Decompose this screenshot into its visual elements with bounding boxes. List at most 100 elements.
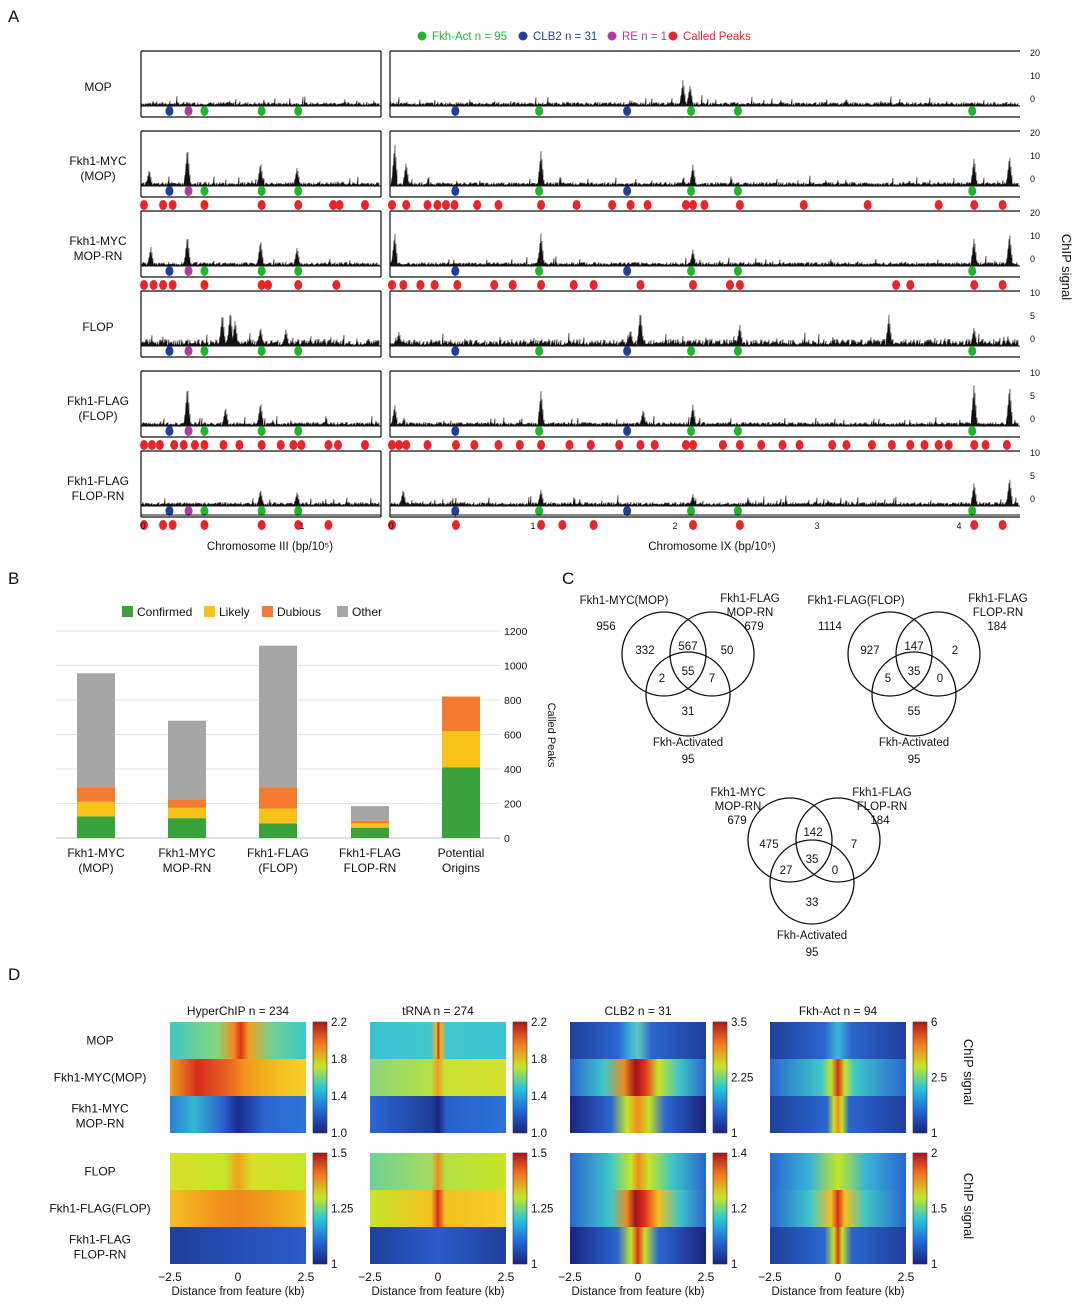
heatmap-x-tick: 0 <box>235 1270 242 1284</box>
called-peak-marker <box>998 200 1007 210</box>
track-label: FLOP <box>82 320 113 334</box>
called-peak-marker <box>423 200 432 210</box>
track-2: Fkh1-MYC(MOP) 20 10 0 <box>69 128 1040 210</box>
heatmap-row-2-2 <box>370 1059 506 1096</box>
bar-chart-y-label: Called Peaks <box>545 703 557 768</box>
chip-signal <box>389 233 1019 268</box>
called-peak-marker <box>689 440 698 450</box>
panel-d-side-label-top: ChIP signal <box>961 1039 976 1105</box>
called-peak-marker <box>735 520 744 530</box>
clb2-marker <box>623 266 632 276</box>
venn-2-c-total: 95 <box>908 754 921 766</box>
called-peak-marker <box>200 280 209 290</box>
fkh-act-marker <box>200 266 209 276</box>
called-peak-marker <box>294 520 303 530</box>
colorbar-tick: 1.5 <box>931 1204 947 1216</box>
venn-1-circle-a <box>621 611 707 697</box>
called-peak-marker <box>257 440 266 450</box>
x-tick-chr9-3: 3 <box>814 521 819 531</box>
fkh-act-marker <box>257 346 266 356</box>
heatmap-x-tick: −2.5 <box>558 1270 582 1284</box>
heatmap-row-1-3 <box>170 1096 306 1133</box>
colorbar-tick: 1.4 <box>331 1091 348 1103</box>
called-peak-marker <box>190 440 199 450</box>
legend-swatch-dubious <box>262 606 273 617</box>
called-peak-marker <box>159 520 168 530</box>
venn-1-c-name: Fkh-Activated <box>653 737 723 749</box>
called-peak-marker <box>423 440 432 450</box>
fkh-act-marker <box>968 266 977 276</box>
fkh-act-marker <box>968 186 977 196</box>
bar-likely-3 <box>259 808 297 824</box>
called-peak-marker <box>867 440 876 450</box>
heatmap-row-4-2 <box>770 1190 906 1227</box>
re-marker <box>184 106 193 116</box>
called-peak-marker <box>289 440 298 450</box>
track-label: Fkh1-MYC <box>69 154 127 168</box>
called-peak-marker <box>735 200 744 210</box>
x-tick-chr3-0: 0 <box>140 521 145 531</box>
called-peak-marker <box>170 440 179 450</box>
y-tick-label: 800 <box>504 695 522 707</box>
venn-2-a-total: 1114 <box>818 621 842 633</box>
called-peak-marker <box>140 200 148 210</box>
venn-2-b-name-2: FLOP-RN <box>973 607 1023 619</box>
fkh-act-marker <box>200 346 209 356</box>
fkh-act-marker <box>535 266 544 276</box>
legend-marker-re <box>607 31 617 41</box>
called-peak-marker <box>147 440 156 450</box>
called-peak-marker <box>586 440 595 450</box>
colorbar-tick: 1 <box>731 1128 737 1140</box>
called-peak-marker <box>735 440 744 450</box>
called-peak-marker <box>1002 440 1011 450</box>
track-4: FLOP 10 5 0 <box>82 288 1040 358</box>
called-peak-marker <box>906 280 915 290</box>
heatmap-row-1-2 <box>170 1059 306 1096</box>
heatmap-row-4-3 <box>770 1096 906 1133</box>
panel-a-x-axes: 0 1 Chromosome III (bp/10⁵) 0 1 2 3 4 Ch… <box>140 521 961 553</box>
panel-d-side-label-bottom: ChIP signal <box>961 1173 976 1239</box>
called-peak-marker <box>140 280 148 290</box>
venn-2-circle-b <box>895 611 981 697</box>
fkh-act-marker <box>535 346 544 356</box>
venn-3-a-only: 475 <box>759 839 778 851</box>
called-peak-marker <box>681 440 690 450</box>
chip-signal <box>140 490 380 508</box>
called-peak-marker <box>615 440 624 450</box>
track-y-tick: 5 <box>1030 391 1035 401</box>
legend-other: Other <box>352 605 382 619</box>
bar-dubious-4 <box>351 820 389 824</box>
clb2-marker <box>165 506 174 516</box>
called-peak-marker <box>159 280 168 290</box>
venn-2-bc: 0 <box>937 673 943 685</box>
venn-1-b-only: 50 <box>721 645 734 657</box>
called-peak-marker <box>515 440 524 450</box>
called-peak-marker <box>149 280 158 290</box>
called-peak-marker <box>981 440 990 450</box>
heatmap-row-2-1 <box>370 1153 506 1190</box>
heatmap-x-label: Distance from feature (kb) <box>372 1286 505 1298</box>
venn-1-ab: 567 <box>678 641 697 653</box>
track-y-tick: 10 <box>1030 231 1040 241</box>
colorbar-tick: 1 <box>331 1259 337 1271</box>
fkh-act-marker <box>200 106 209 116</box>
track-y-tick: 0 <box>1030 94 1035 104</box>
called-peak-marker <box>200 520 209 530</box>
colorbar-tick: 2.2 <box>331 1017 347 1029</box>
called-peak-marker <box>294 280 303 290</box>
legend-swatch-other <box>337 606 348 617</box>
called-peak-marker <box>572 200 581 210</box>
y-tick-label: 1200 <box>504 626 528 638</box>
category-label: Fkh1-MYC <box>158 846 216 860</box>
called-peak-marker <box>451 520 460 530</box>
track-label: Fkh1-FLAG <box>67 394 129 408</box>
called-peak-marker <box>430 280 439 290</box>
chip-signal <box>140 95 380 108</box>
venn-3-c-only: 33 <box>806 897 819 909</box>
fkh-act-marker <box>257 186 266 196</box>
bar-confirmed-1 <box>77 816 115 838</box>
colorbar-tick: 1.5 <box>331 1148 347 1160</box>
heatmap-x-tick: 0 <box>435 1270 442 1284</box>
called-peak-marker <box>333 440 342 450</box>
called-peak-marker <box>689 200 698 210</box>
